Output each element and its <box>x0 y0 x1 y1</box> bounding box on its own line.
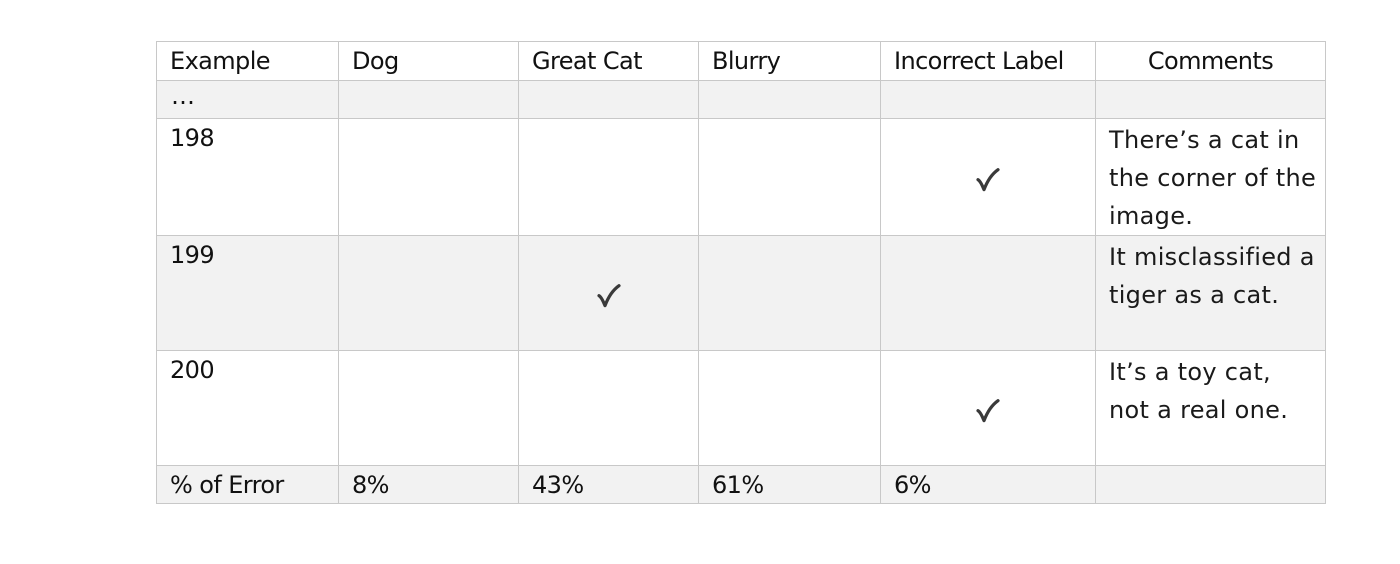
checkmark-icon <box>975 168 1001 194</box>
incorrect-label-cell <box>880 235 1096 351</box>
blurry-cell <box>698 118 881 236</box>
incorrect-label-cell <box>880 350 1096 466</box>
footer-blurry-percent: 61% <box>698 465 881 504</box>
comment-cell: It’s a toy cat, not a real one. <box>1095 350 1326 466</box>
incorrect-label-cell <box>880 118 1096 236</box>
comment-cell: There’s a cat in the corner of the image… <box>1095 118 1326 236</box>
example-id-cell: 198 <box>156 118 339 236</box>
great-cat-cell <box>518 235 699 351</box>
error-percentage-row: % of Error 8% 43% 61% 6% <box>156 465 1326 504</box>
header-comments: Comments <box>1095 41 1326 81</box>
dog-cell <box>338 350 519 466</box>
footer-comments <box>1095 465 1326 504</box>
comment-cell: It misclassified a tiger as a cat. <box>1095 235 1326 351</box>
header-example: Example <box>156 41 339 81</box>
header-dog: Dog <box>338 41 519 81</box>
great-cat-cell <box>518 350 699 466</box>
empty-cell <box>518 80 699 119</box>
ellipsis-cell: … <box>156 80 339 119</box>
empty-cell <box>698 80 881 119</box>
dog-cell <box>338 235 519 351</box>
example-id-cell: 199 <box>156 235 339 351</box>
example-id-cell: 200 <box>156 350 339 466</box>
error-analysis-table: Example Dog Great Cat Blurry Incorrect L… <box>156 41 1326 504</box>
blurry-cell <box>698 235 881 351</box>
header-incorrect-label: Incorrect Label <box>880 41 1096 81</box>
table-row: 200 It’s a toy cat, not a real one. <box>156 350 1326 466</box>
empty-cell <box>880 80 1096 119</box>
footer-dog-percent: 8% <box>338 465 519 504</box>
header-row: Example Dog Great Cat Blurry Incorrect L… <box>156 41 1326 81</box>
empty-cell <box>1095 80 1326 119</box>
empty-cell <box>338 80 519 119</box>
footer-incorrect-label-percent: 6% <box>880 465 1096 504</box>
great-cat-cell <box>518 118 699 236</box>
header-great-cat: Great Cat <box>518 41 699 81</box>
footer-great-cat-percent: 43% <box>518 465 699 504</box>
table-row: 199 It misclassified a tiger as a cat. <box>156 235 1326 351</box>
ellipsis-row: … <box>156 80 1326 119</box>
checkmark-icon <box>596 284 622 310</box>
header-blurry: Blurry <box>698 41 881 81</box>
table-row: 198 There’s a cat in the corner of the i… <box>156 118 1326 236</box>
blurry-cell <box>698 350 881 466</box>
dog-cell <box>338 118 519 236</box>
footer-label: % of Error <box>156 465 339 504</box>
checkmark-icon <box>975 399 1001 425</box>
